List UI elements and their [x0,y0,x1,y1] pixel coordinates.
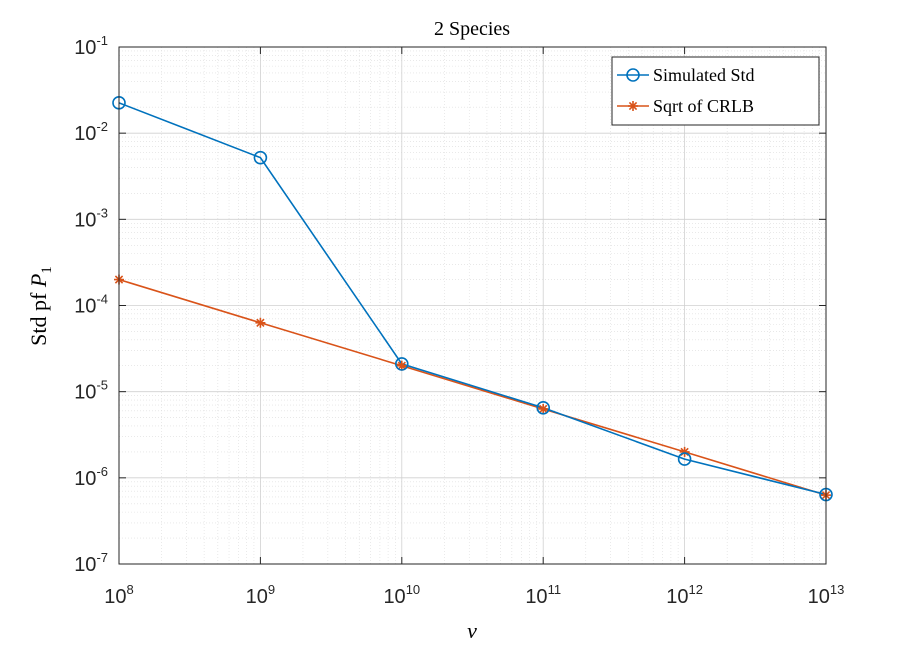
y-axis-label-sub: 1 [39,266,55,274]
y-tick-base: 10 [74,468,96,490]
legend-label-simulated: Simulated Std [653,65,755,85]
crlb-point [679,446,690,457]
x-tick-exponent: 13 [830,582,844,597]
x-tick-exponent: 12 [688,582,702,597]
crlb-point-stroke [539,404,548,414]
y-tick-exponent: -3 [96,205,108,220]
y-axis-label: Std pf P1 [26,266,55,346]
x-tick-base: 10 [808,586,830,608]
y-tick-label: 10-4 [74,292,108,318]
legend-marker-crlb [628,101,638,111]
legend-label-crlb: Sqrt of CRLB [653,96,754,116]
legend: Simulated Std Sqrt of CRLB [611,56,820,126]
crlb-point [396,360,407,371]
y-tick-exponent: -5 [96,378,108,393]
simulated-point [677,452,692,466]
axes-box [118,46,827,565]
y-tick-labels: 10-710-610-510-410-310-210-1 [74,33,108,576]
y-tick-exponent: -4 [96,292,108,307]
x-tick-label: 1010 [383,582,420,608]
crlb-point-stroke [397,361,406,370]
simulated-point [253,150,268,165]
y-tick-base: 10 [74,382,96,404]
x-tick-label: 1011 [525,582,561,608]
y-tick-exponent: -1 [96,33,108,48]
legend-marker-simulated [626,68,640,82]
legend-asterisk-glyph-stroke [628,101,638,111]
x-tick-base: 10 [666,586,688,608]
x-tick-label: 108 [104,582,133,608]
x-tick-label: 109 [246,582,275,608]
y-tick-label: 10-6 [74,464,108,490]
y-tick-label: 10-1 [74,33,108,59]
series-line-simulated [118,102,827,496]
y-tick-base: 10 [74,209,96,231]
y-axis-label-var: P [26,274,51,288]
y-tick-exponent: -7 [96,550,108,565]
y-tick-label: 10-7 [74,550,108,576]
x-axis-label: ν [467,618,477,643]
y-tick-exponent: -2 [96,119,108,134]
y-tick-base: 10 [74,554,96,576]
crlb-point [538,403,549,414]
x-tick-exponent: 9 [268,582,275,597]
y-tick-base: 10 [74,123,96,145]
series-layer [112,96,833,502]
x-tick-label: 1012 [666,582,703,608]
y-tick-base: 10 [74,37,96,59]
y-tick-exponent: -6 [96,464,108,479]
simulated-point [536,400,551,415]
y-tick-base: 10 [74,296,96,318]
x-tick-exponent: 8 [127,582,134,597]
simulated-point [394,357,409,371]
y-tick-label: 10-5 [74,378,108,404]
y-tick-label: 10-3 [74,205,108,231]
legend-asterisk-glyph [628,101,638,111]
crlb-point-stroke [256,318,265,327]
x-tick-base: 10 [246,586,268,608]
x-tick-labels: 108 109 1010 1011 1012 1013 [104,582,844,608]
legend-box [611,56,820,126]
x-tick-exponent: 10 [406,582,420,597]
x-tick-base: 10 [104,586,126,608]
chart-title: 2 Species [434,18,510,40]
series-line-crlb [118,278,827,496]
crlb-point [255,317,266,328]
x-tick-label: 1013 [808,582,845,608]
x-tick-base: 10 [525,586,547,608]
x-tick-base: 10 [383,586,405,608]
y-tick-label: 10-2 [74,119,108,145]
x-tick-exponent: 11 [548,582,562,597]
y-axis-label-main: Std pf [26,287,51,346]
